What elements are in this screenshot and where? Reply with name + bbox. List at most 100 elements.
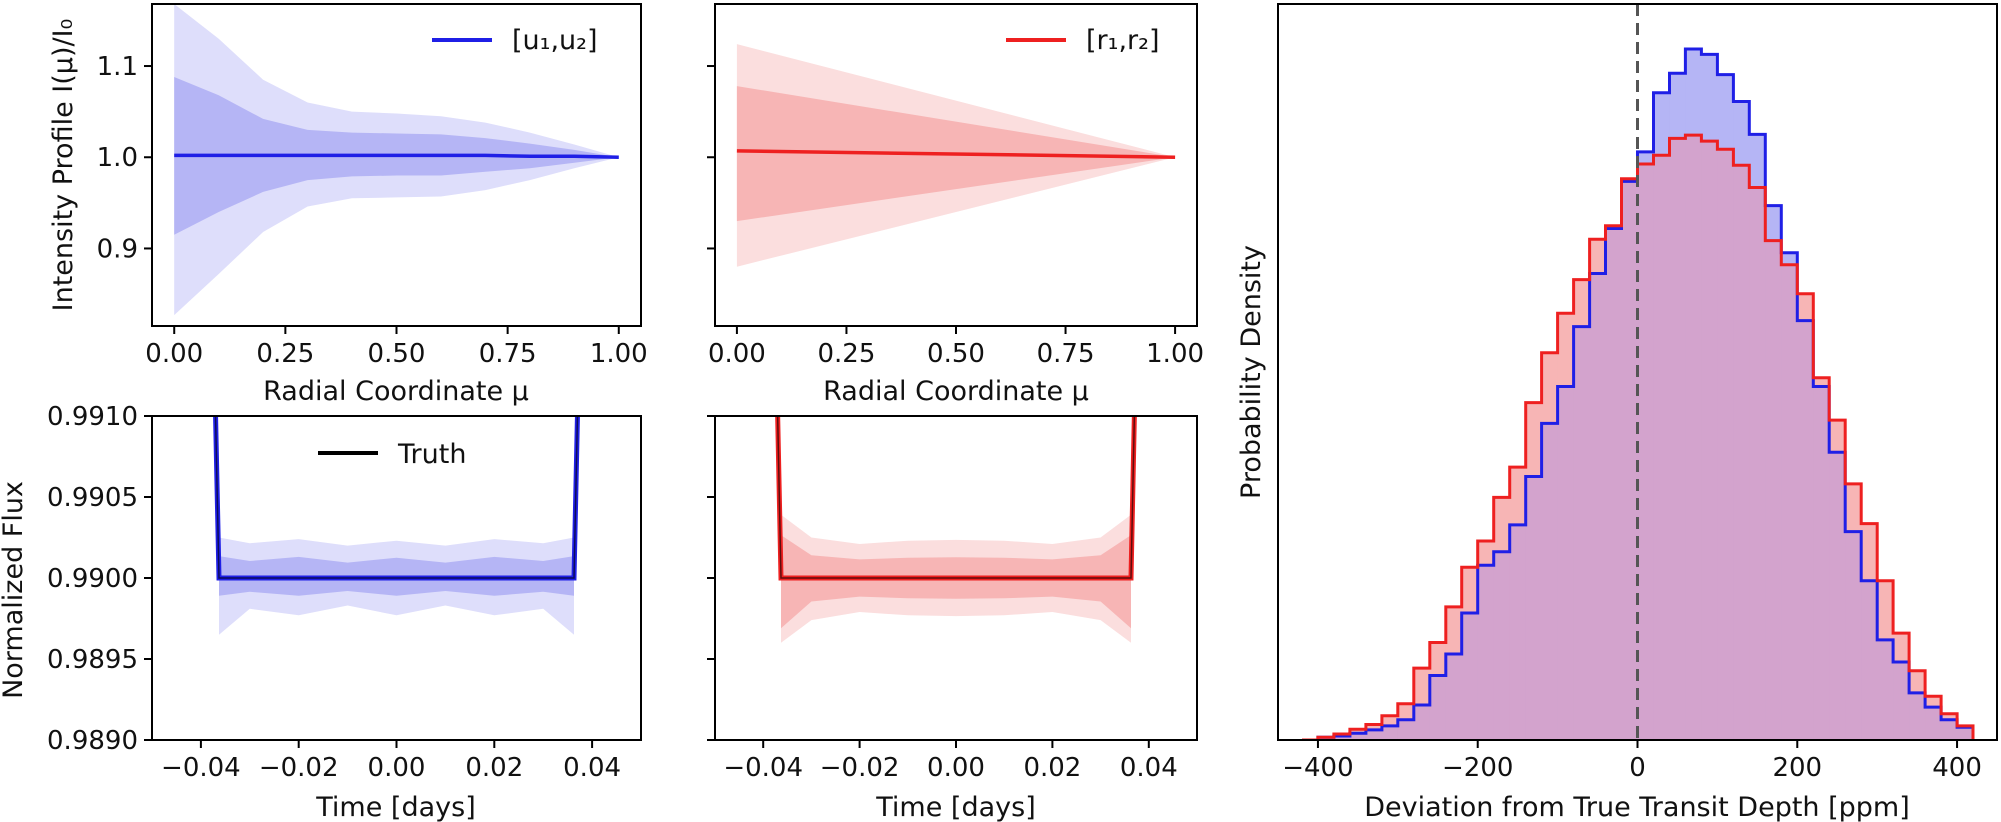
x-tick-label: 0.04 — [1120, 753, 1178, 783]
truth-light-curve — [214, 416, 579, 579]
legend-intensity-u: [u₁,u₂] — [432, 25, 598, 56]
x-tick-label: 0.50 — [927, 339, 985, 369]
legend-intensity-r: [r₁,r₂] — [1006, 25, 1160, 56]
histogram-red-bar — [1397, 703, 1415, 720]
y-tick-label: 0.9910 — [47, 402, 138, 432]
histogram-overlap-bar — [1829, 452, 1846, 740]
x-tick-label: −0.04 — [723, 753, 803, 783]
histogram-overlap-bar — [1717, 149, 1734, 740]
y-tick-label: 0.9 — [97, 234, 138, 264]
histogram-overlap-bar — [1541, 423, 1559, 740]
histogram-blue-bar — [1749, 134, 1766, 188]
histogram-overlap-bar — [1941, 719, 1958, 740]
histogram-blue-bar — [1685, 49, 1702, 136]
histogram-red-bar — [1541, 352, 1559, 424]
y-tick-label: 1.1 — [97, 52, 138, 82]
histogram-overlap-bar — [1333, 735, 1351, 740]
y-axis-label-intensity: Intensity Profile I(μ)/I₀ — [48, 19, 79, 312]
histogram-overlap-bar — [1381, 725, 1399, 740]
x-axis-label-histogram: Deviation from True Transit Depth [ppm] — [1364, 792, 1910, 822]
histogram-overlap-bar — [1765, 240, 1782, 740]
histogram-overlap-bar — [1605, 228, 1622, 740]
panel-intensity-r: 0.00 0.25 0.50 0.75 1.00 [r₁,r₂] Radial Coor… — [707, 3, 1204, 407]
histogram-overlap-bar — [1525, 476, 1543, 740]
histogram-overlap-bar — [1957, 727, 1974, 740]
plot-area-histogram — [1302, 4, 1975, 740]
histogram-red-bar — [1365, 724, 1383, 730]
ticks-flux-u: −0.04 −0.02 0.00 0.02 0.04 0.9890 0.9895 0.9900… — [47, 402, 621, 783]
histogram-overlap-bar — [1493, 551, 1511, 740]
panel-flux-u: −0.04 −0.02 0.00 0.02 0.04 0.9890 0.9895 0.9900… — [0, 402, 642, 822]
x-tick-label: 0.25 — [256, 339, 314, 369]
histogram-overlap-bar — [1509, 524, 1527, 740]
histogram-red-bar — [1893, 633, 1910, 663]
plot-area-intensity-u — [174, 4, 619, 316]
histogram-overlap-bar — [1845, 531, 1862, 740]
x-tick-label: −200 — [1442, 753, 1513, 783]
histogram-blue-bar — [1781, 252, 1798, 265]
histogram-red-bar — [1829, 420, 1846, 453]
histogram-overlap-bar — [1653, 155, 1670, 740]
plot-area-flux-r — [775, 416, 1137, 643]
x-tick-label: 0.75 — [479, 339, 537, 369]
histogram-red-bar — [1477, 541, 1495, 566]
plot-area-intensity-r — [736, 44, 1176, 267]
legend-label-truth: Truth — [397, 439, 466, 470]
histogram-overlap-bar — [1445, 653, 1463, 740]
panel-intensity-u: 0.00 0.25 0.50 0.75 1.00 0.9 1.0 1.1 [u₁,u₂] Ra… — [48, 3, 648, 407]
x-tick-label: 0.02 — [1023, 753, 1081, 783]
histogram-overlap-bar — [1925, 707, 1942, 740]
histogram-overlap-bar — [1861, 580, 1878, 740]
x-axis-label-flux-r: Time [days] — [875, 792, 1035, 822]
histogram-red-bar — [1525, 402, 1543, 477]
histogram-overlap-bar — [1349, 733, 1367, 740]
ticks-flux-r: −0.04 −0.02 0.00 0.02 0.04 — [707, 415, 1178, 783]
histogram-red-bar — [1925, 696, 1942, 708]
histogram-overlap-bar — [1429, 675, 1447, 740]
histogram-overlap-bar — [1621, 181, 1638, 740]
truth-light-curve — [776, 416, 1136, 579]
histogram-red-bar — [1877, 580, 1894, 640]
panel-flux-r: −0.04 −0.02 0.00 0.02 0.04 Time [days] — [707, 415, 1198, 822]
y-tick-label: 0.9900 — [47, 564, 138, 594]
x-tick-label: 0.50 — [368, 339, 426, 369]
histogram-overlap-bar — [1797, 320, 1814, 740]
histogram-red-bar — [1941, 713, 1958, 720]
y-axis-label-histogram: Probability Density — [1236, 245, 1267, 499]
x-tick-label: 0.00 — [708, 339, 766, 369]
y-tick-label: 0.9905 — [47, 483, 138, 513]
histogram-blue-bar — [1717, 74, 1734, 150]
histogram-overlap-bar — [1685, 135, 1702, 740]
x-tick-label: 0.75 — [1037, 339, 1095, 369]
x-tick-label: −0.04 — [161, 753, 241, 783]
histogram-blue-bar — [1701, 54, 1718, 142]
histogram-red-bar — [1445, 606, 1463, 654]
histogram-red-bar — [1461, 567, 1479, 613]
x-tick-label: −400 — [1282, 753, 1353, 783]
x-tick-label: 400 — [1932, 753, 1982, 783]
histogram-red-bar — [1845, 483, 1862, 532]
ticks-intensity-r: 0.00 0.25 0.50 0.75 1.00 — [707, 65, 1204, 369]
histogram-blue-bar — [1653, 92, 1670, 156]
histogram-overlap-bar — [1397, 719, 1415, 740]
histogram-overlap-bar — [1477, 565, 1495, 740]
x-tick-label: 0.25 — [818, 339, 876, 369]
histogram-overlap-bar — [1781, 264, 1798, 740]
histogram-red-bar — [1813, 377, 1830, 387]
inner-credible-band — [781, 535, 1131, 629]
histogram-overlap-bar — [1573, 326, 1590, 740]
legend-label-r: [r₁,r₂] — [1086, 25, 1160, 56]
x-tick-label: 0.02 — [465, 753, 523, 783]
histogram-blue-bar — [1765, 205, 1782, 241]
histogram-overlap-bar — [1557, 386, 1574, 740]
x-tick-label: 1.00 — [1146, 339, 1204, 369]
histogram-blue-bar — [1669, 73, 1686, 139]
histogram-overlap-bar — [1733, 165, 1750, 740]
histogram-red-bar — [1909, 670, 1926, 693]
histogram-overlap-bar — [1365, 729, 1383, 740]
y-tick-label: 1.0 — [97, 143, 138, 173]
x-tick-label: 0.00 — [927, 753, 985, 783]
x-axis-label-intensity-u: Radial Coordinate μ — [263, 376, 529, 407]
x-tick-label: 200 — [1772, 753, 1822, 783]
